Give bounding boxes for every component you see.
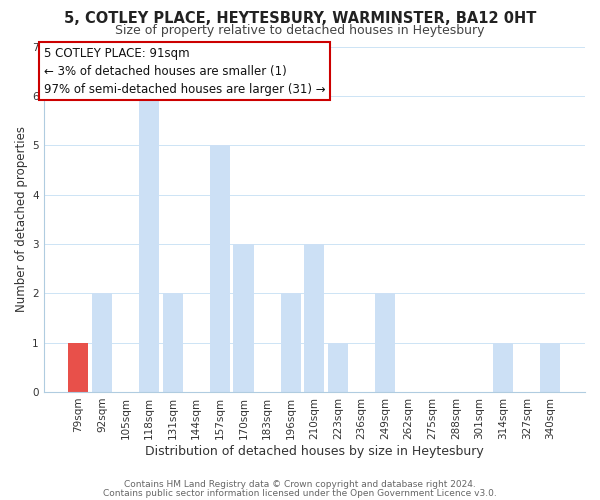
X-axis label: Distribution of detached houses by size in Heytesbury: Distribution of detached houses by size … xyxy=(145,444,484,458)
Bar xyxy=(375,294,395,392)
Bar xyxy=(92,294,112,392)
Bar xyxy=(541,342,560,392)
Y-axis label: Number of detached properties: Number of detached properties xyxy=(15,126,28,312)
Bar xyxy=(163,294,183,392)
Bar xyxy=(233,244,254,392)
Text: Contains public sector information licensed under the Open Government Licence v3: Contains public sector information licen… xyxy=(103,488,497,498)
Bar xyxy=(328,342,348,392)
Bar xyxy=(493,342,513,392)
Text: 5, COTLEY PLACE, HEYTESBURY, WARMINSTER, BA12 0HT: 5, COTLEY PLACE, HEYTESBURY, WARMINSTER,… xyxy=(64,11,536,26)
Bar xyxy=(304,244,325,392)
Text: 5 COTLEY PLACE: 91sqm
← 3% of detached houses are smaller (1)
97% of semi-detach: 5 COTLEY PLACE: 91sqm ← 3% of detached h… xyxy=(44,46,325,96)
Bar xyxy=(210,145,230,392)
Bar xyxy=(281,294,301,392)
Bar xyxy=(139,96,159,392)
Bar xyxy=(68,342,88,392)
Text: Contains HM Land Registry data © Crown copyright and database right 2024.: Contains HM Land Registry data © Crown c… xyxy=(124,480,476,489)
Text: Size of property relative to detached houses in Heytesbury: Size of property relative to detached ho… xyxy=(115,24,485,37)
